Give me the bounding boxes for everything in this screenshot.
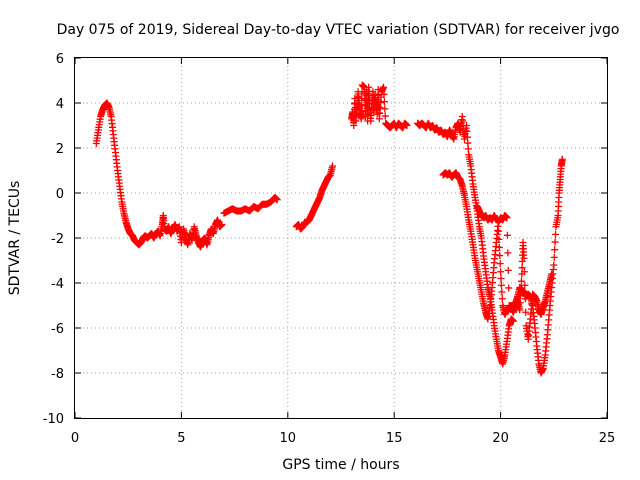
data-point-marker [551,246,559,254]
data-point-marker [495,243,503,251]
data-point-marker [550,253,558,261]
data-point-marker [496,260,504,268]
data-points [92,81,566,377]
axis-ticks [74,57,608,419]
x-tick-label: 5 [177,431,185,446]
x-tick-labels: 0 5 10 15 20 25 [71,431,615,446]
data-point-marker [498,288,506,296]
data-point-marker [367,117,375,125]
data-point-marker [497,275,505,282]
data-point-marker [509,317,517,325]
x-axis-label: GPS time / hours [282,457,399,473]
grid [75,58,607,418]
data-point-marker [464,145,472,153]
data-point-marker [516,306,524,314]
data-point-marker [464,139,472,147]
data-point-marker [492,216,500,224]
data-point-marker [381,105,389,113]
data-point-marker [463,127,471,135]
data-point-marker [498,295,506,303]
data-point-marker [375,103,383,111]
x-tick-label: 15 [386,431,403,446]
x-tick-label: 10 [280,431,297,446]
data-point-marker [496,252,504,260]
data-point-marker [403,122,411,129]
data-point-marker [497,268,505,276]
data-point-marker [218,221,226,228]
data-point-marker [463,122,471,129]
data-point-marker [504,266,512,274]
data-point-marker [505,284,513,292]
data-point-marker [380,90,388,98]
data-point-marker [503,231,511,239]
data-point-marker [517,277,525,285]
y-tick-label: 2 [56,142,64,157]
data-point-marker [551,238,559,246]
x-tick-label: 25 [599,431,616,446]
data-point-marker [521,281,529,289]
y-tick-label: -10 [43,412,64,427]
data-point-marker [380,98,388,106]
data-point-marker [504,249,512,257]
data-point-marker [520,268,528,276]
data-point-marker [518,264,526,272]
data-point-marker [495,235,503,243]
data-point-marker [497,281,505,289]
data-point-marker [352,117,360,125]
y-tick-label: 4 [56,97,64,112]
data-point-marker [328,162,336,170]
data-point-marker [273,196,281,204]
data-point-marker [520,254,528,262]
y-axis-label: SDTVAR / TECUs [7,181,23,296]
data-point-marker [357,115,365,123]
data-point-marker [503,214,511,222]
x-tick-label: 20 [492,431,509,446]
y-tick-label: 0 [56,187,64,202]
data-point-marker [558,155,566,163]
chart-title: Day 075 of 2019, Sidereal Day-to-day VTE… [57,22,620,38]
y-tick-labels: -10 -8 -6 -4 -2 0 2 4 6 [43,52,64,427]
y-tick-label: 6 [56,52,64,67]
data-point-marker [381,112,389,120]
y-tick-label: -4 [51,277,64,292]
plot-frame [74,57,608,419]
y-tick-label: -2 [51,232,64,247]
data-point-marker [463,133,471,141]
y-tick-label: -6 [51,322,64,337]
data-point-marker [380,83,388,91]
y-tick-label: -8 [51,367,64,382]
data-point-marker [494,227,502,235]
data-point-marker [552,230,560,238]
data-point-marker [522,308,530,316]
data-point-marker [550,261,558,269]
data-point-marker [357,108,365,116]
x-tick-label: 0 [71,431,79,446]
